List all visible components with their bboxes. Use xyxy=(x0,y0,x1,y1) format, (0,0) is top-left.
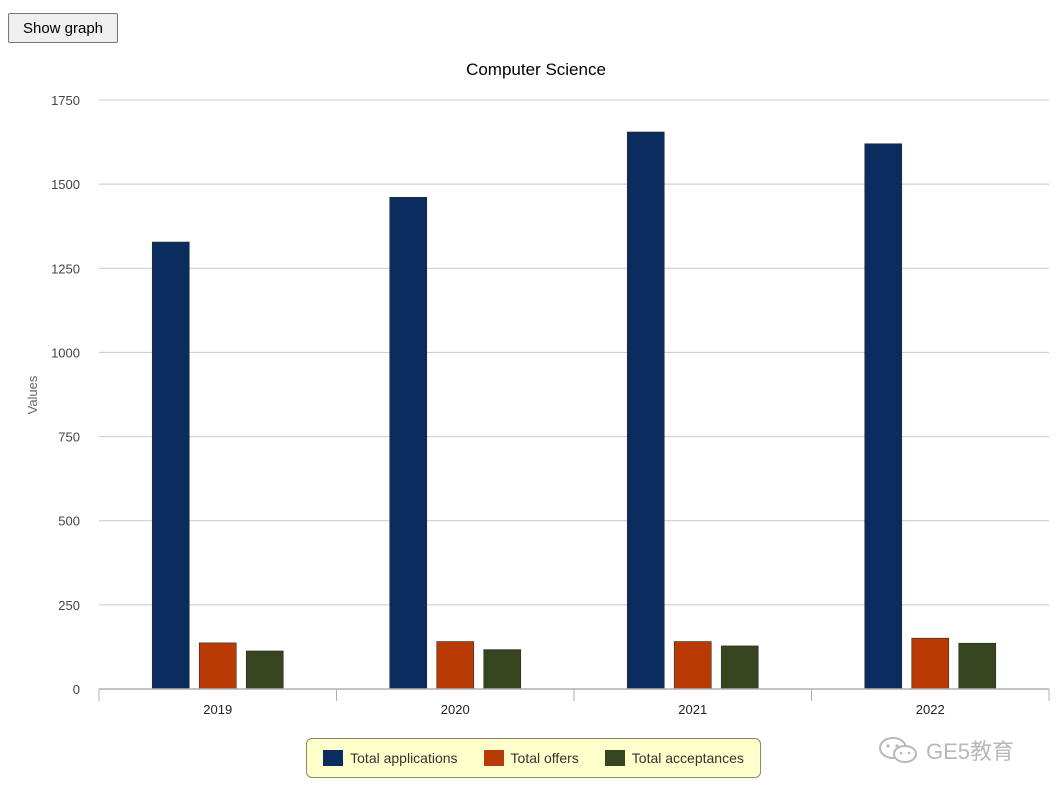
wechat-icon xyxy=(879,737,917,763)
chart-legend: Total applications Total offers Total acce… xyxy=(306,738,761,778)
bar-total-offers-2022 xyxy=(911,637,950,690)
bar-total-applications-2022 xyxy=(864,143,903,690)
y-tick-label: 750 xyxy=(58,430,80,445)
show-graph-button[interactable]: Show graph xyxy=(8,13,118,43)
bar-total-acceptances-2021 xyxy=(720,645,759,690)
y-tick-label: 1750 xyxy=(51,93,80,108)
bar-total-offers-2020 xyxy=(436,641,475,690)
bar-total-applications-2020 xyxy=(389,196,428,690)
bar-total-offers-2019 xyxy=(198,642,237,690)
y-tick-label: 0 xyxy=(73,682,80,697)
y-tick-label: 250 xyxy=(58,598,80,613)
legend-swatch xyxy=(483,750,504,766)
bar-total-acceptances-2020 xyxy=(483,649,522,690)
x-tick-label: 2021 xyxy=(678,702,707,717)
x-tick-label: 2022 xyxy=(916,702,945,717)
y-axis-label: Values xyxy=(25,375,40,414)
bar-total-offers-2021 xyxy=(673,641,712,690)
legend-label: Total applications xyxy=(350,750,458,766)
bar-total-applications-2019 xyxy=(151,241,190,690)
x-tick-label: 2019 xyxy=(203,702,232,717)
legend-swatch xyxy=(604,750,625,766)
bar-total-acceptances-2022 xyxy=(958,642,997,690)
y-tick-label: 500 xyxy=(58,514,80,529)
watermark-text: GE5教育 xyxy=(926,739,1015,764)
bars xyxy=(151,131,997,690)
legend-label: Total acceptances xyxy=(631,750,744,766)
y-tick-label: 1500 xyxy=(51,177,80,192)
legend-swatch xyxy=(323,750,344,766)
x-tick-label: 2020 xyxy=(441,702,470,717)
bar-total-acceptances-2019 xyxy=(245,650,284,690)
y-tick-labels: 0 250 500 750 1000 1250 1500 1750 xyxy=(51,93,80,697)
legend-item: Total acceptances xyxy=(604,750,744,766)
chart-title: Computer Science xyxy=(466,60,606,79)
grid-lines xyxy=(99,99,1049,606)
legend-label: Total offers xyxy=(510,750,579,766)
bar-chart: Computer Science Values 0 250 500 750 1000 12… xyxy=(25,60,1050,717)
y-tick-label: 1000 xyxy=(51,345,80,360)
watermark: GE5教育 xyxy=(876,734,1014,766)
legend-item: Total applications xyxy=(323,750,458,766)
bar-total-applications-2021 xyxy=(626,131,665,690)
y-tick-label: 1250 xyxy=(51,261,80,276)
legend-item: Total offers xyxy=(483,750,579,766)
x-axis: 2019 2020 2021 2022 xyxy=(98,688,1050,717)
